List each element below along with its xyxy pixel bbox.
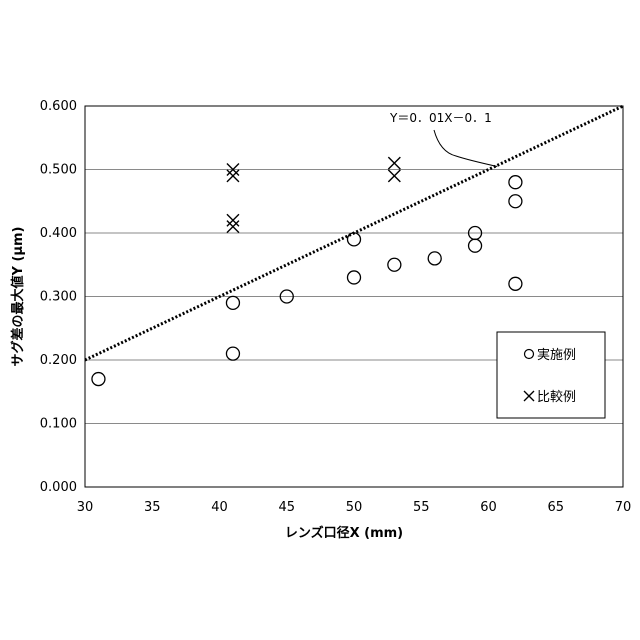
point-cross — [227, 170, 239, 182]
point-circle — [226, 347, 239, 360]
x-tick-label: 60 — [480, 500, 497, 515]
point-cross — [388, 170, 400, 182]
point-circle — [509, 195, 522, 208]
legend: 実施例 比較例 — [497, 332, 605, 418]
y-axis-title: サグ差の最大値Y (μm) — [10, 227, 26, 367]
y-tick-label: 0.300 — [40, 290, 77, 305]
y-tick-label: 0.400 — [40, 226, 77, 241]
point-circle — [469, 239, 482, 252]
point-circle — [509, 176, 522, 189]
y-axis-ticks: 0.000 0.100 0.200 0.300 0.400 0.500 0.600 — [40, 99, 77, 495]
x-tick-label: 65 — [547, 500, 564, 515]
point-cross — [227, 214, 239, 226]
y-tick-label: 0.500 — [40, 163, 77, 178]
point-circle — [226, 296, 239, 309]
point-circle — [92, 373, 105, 386]
point-circle — [348, 271, 361, 284]
annotation-leader-line — [434, 130, 497, 167]
x-tick-label: 55 — [413, 500, 430, 515]
y-tick-label: 0.100 — [40, 417, 77, 432]
y-tick-label: 0.600 — [40, 99, 77, 114]
x-axis-title: レンズ口径X (mm) — [285, 525, 403, 541]
point-circle — [428, 252, 441, 265]
boundary-line-label: Y＝0．01X－0．1 — [389, 111, 492, 125]
legend-label-comparative: 比較例 — [537, 390, 576, 405]
x-tick-label: 45 — [278, 500, 295, 515]
point-cross — [227, 221, 239, 233]
x-tick-label: 70 — [615, 500, 632, 515]
x-tick-label: 30 — [77, 500, 94, 515]
point-circle — [509, 277, 522, 290]
point-circle — [348, 233, 361, 246]
y-tick-label: 0.000 — [40, 480, 77, 495]
x-tick-label: 35 — [144, 500, 161, 515]
x-axis-ticks: 30 35 40 45 50 55 60 65 70 — [77, 500, 632, 515]
x-tick-label: 50 — [346, 500, 363, 515]
data-points — [92, 157, 522, 385]
point-cross — [388, 157, 400, 169]
legend-label-examples: 実施例 — [537, 347, 576, 363]
point-circle — [388, 258, 401, 271]
legend-box — [497, 332, 605, 418]
y-tick-label: 0.200 — [40, 353, 77, 368]
x-tick-label: 40 — [211, 500, 228, 515]
